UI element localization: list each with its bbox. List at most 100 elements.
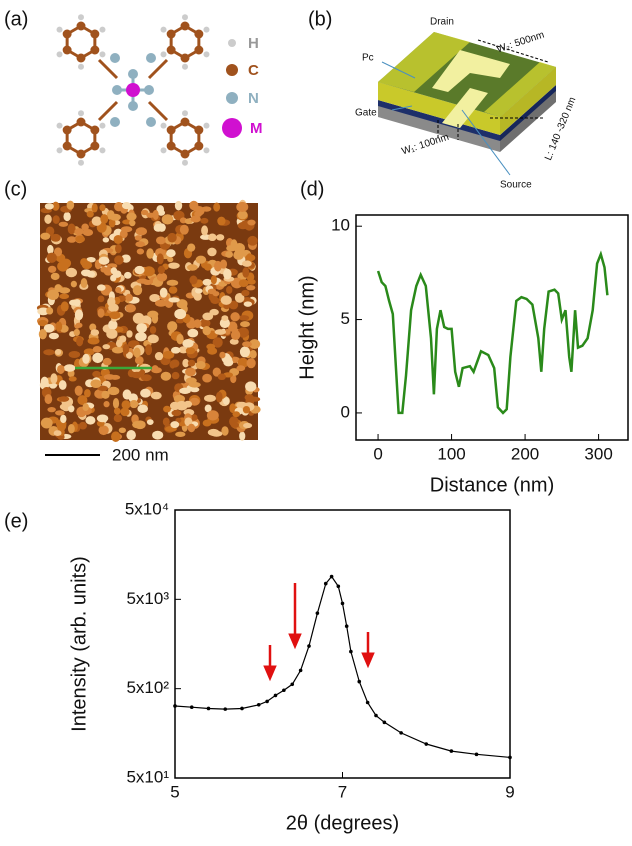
grain xyxy=(210,297,220,304)
grain xyxy=(169,286,178,293)
y-tick-label: 10 xyxy=(331,216,350,235)
grain xyxy=(67,201,75,210)
data-line xyxy=(378,254,607,413)
n-atom xyxy=(112,85,122,95)
grain xyxy=(81,269,92,276)
grain xyxy=(225,251,233,258)
data-point xyxy=(223,707,227,711)
grain xyxy=(208,429,219,436)
grain xyxy=(136,227,147,235)
grain xyxy=(43,349,55,355)
grain xyxy=(160,288,168,298)
grain xyxy=(203,420,212,427)
grain xyxy=(180,225,189,235)
grain xyxy=(163,406,171,413)
data-point xyxy=(374,714,378,718)
grain xyxy=(85,416,95,424)
legend-label: H xyxy=(248,35,259,52)
grain xyxy=(133,347,140,357)
data-point xyxy=(257,703,261,707)
grain xyxy=(203,326,211,335)
y-tick-label: 5 xyxy=(341,309,350,328)
x-tick-label: 0 xyxy=(373,444,382,463)
grain xyxy=(71,281,77,288)
grain xyxy=(106,329,117,339)
grain xyxy=(219,352,225,359)
grain xyxy=(68,223,76,234)
grain xyxy=(51,234,61,242)
grain xyxy=(150,326,157,334)
h-atom xyxy=(99,51,105,57)
grain xyxy=(69,351,81,358)
legend-label: C xyxy=(248,62,259,79)
grain xyxy=(109,311,120,319)
grain xyxy=(75,386,83,396)
c-atom xyxy=(90,142,99,151)
legend-marker xyxy=(226,64,238,76)
y-tick-label: 5x10² xyxy=(126,678,169,697)
h-atom xyxy=(78,110,84,116)
grain xyxy=(69,300,78,306)
grain xyxy=(226,245,236,251)
grain xyxy=(151,392,162,400)
grain xyxy=(57,365,65,374)
grain xyxy=(44,214,51,224)
grain xyxy=(157,253,164,264)
grain xyxy=(223,269,231,280)
grain xyxy=(40,233,50,240)
grain xyxy=(111,431,120,442)
grain xyxy=(195,288,203,293)
grain xyxy=(48,266,56,273)
h-atom xyxy=(182,14,188,20)
grain xyxy=(76,337,83,347)
c-atom xyxy=(63,46,72,55)
c-atom xyxy=(194,126,203,135)
grain xyxy=(231,422,239,427)
data-point xyxy=(190,705,194,709)
grain xyxy=(155,352,163,360)
h-atom xyxy=(99,147,105,153)
c-atom xyxy=(181,22,190,31)
grain xyxy=(130,400,139,408)
x-tick-label: 100 xyxy=(437,444,465,463)
grain xyxy=(246,285,255,290)
grain xyxy=(45,203,54,209)
data-point xyxy=(424,742,428,746)
c-atom xyxy=(77,54,86,63)
grain xyxy=(63,212,70,221)
grain xyxy=(245,254,255,261)
grain xyxy=(91,329,100,336)
c-atom xyxy=(167,46,176,55)
h-atom xyxy=(78,14,84,20)
x-tick-label: 7 xyxy=(338,782,347,801)
c-atom xyxy=(90,126,99,135)
grain xyxy=(82,354,90,364)
grain xyxy=(99,257,110,265)
grain xyxy=(242,267,249,277)
h-atom xyxy=(161,27,167,33)
grain xyxy=(55,349,61,355)
grain xyxy=(114,235,123,244)
grain xyxy=(129,220,135,226)
c-atom xyxy=(194,46,203,55)
grain xyxy=(239,315,249,320)
grain xyxy=(92,203,98,212)
plot-frame xyxy=(356,215,628,440)
data-point xyxy=(349,650,353,654)
grain xyxy=(194,211,202,217)
grain xyxy=(189,276,197,285)
grain xyxy=(145,344,152,355)
h-atom xyxy=(78,64,84,70)
grain xyxy=(244,301,252,306)
grain xyxy=(171,347,180,354)
grain xyxy=(55,410,65,415)
grain xyxy=(102,344,110,349)
grain xyxy=(156,236,166,244)
grain xyxy=(163,417,170,426)
grain xyxy=(82,261,92,269)
grain xyxy=(174,309,186,319)
grain xyxy=(242,341,252,347)
h-atom xyxy=(99,123,105,129)
legend-marker xyxy=(226,92,238,104)
grain xyxy=(146,248,153,259)
